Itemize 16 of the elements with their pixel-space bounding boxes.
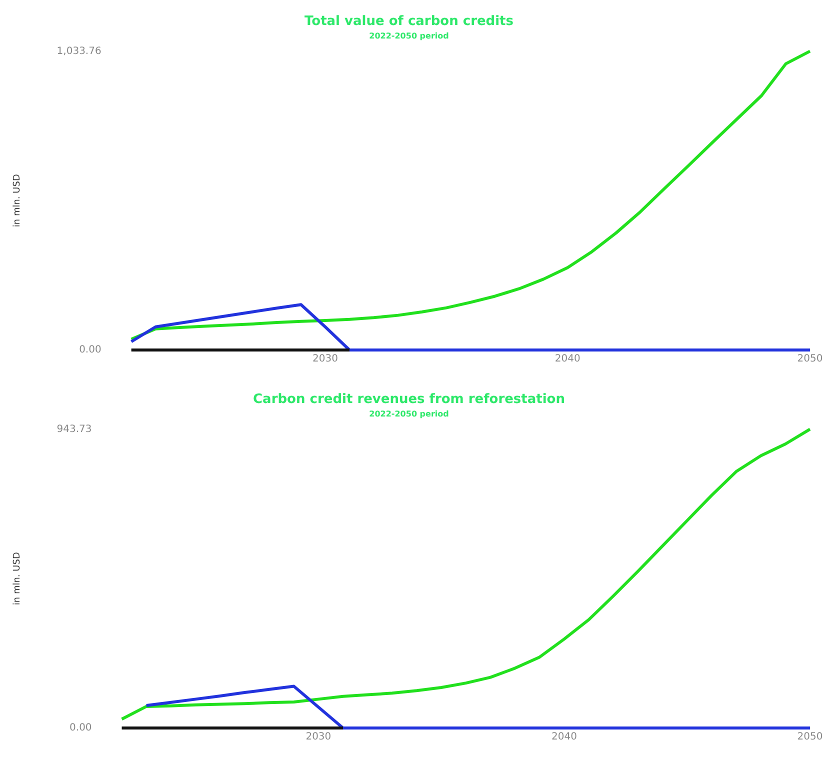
y-tick-label: 0.00	[70, 722, 92, 734]
x-tick-label: 2050	[797, 354, 823, 365]
y-tick-label: 943.73	[56, 424, 92, 435]
chart-subtitle: 2022-2050 period	[369, 31, 450, 40]
y-axis-title: in mln. USD	[12, 174, 23, 228]
x-tick-label: 2040	[551, 732, 577, 743]
y-axis-title: in mln. USD	[12, 552, 23, 606]
x-tick-label: 2050	[797, 732, 823, 743]
chart-subtitle: 2022-2050 period	[369, 409, 450, 418]
y-tick-label: 1,033.76	[56, 46, 102, 57]
y-tick-label: 0.00	[79, 344, 102, 356]
chart-title: Carbon credit revenues from reforestation	[253, 392, 565, 408]
x-tick-label: 2030	[312, 354, 338, 365]
x-tick-label: 2030	[306, 732, 332, 743]
x-tick-label: 2040	[554, 354, 580, 365]
chart-title: Total value of carbon credits	[304, 14, 514, 30]
